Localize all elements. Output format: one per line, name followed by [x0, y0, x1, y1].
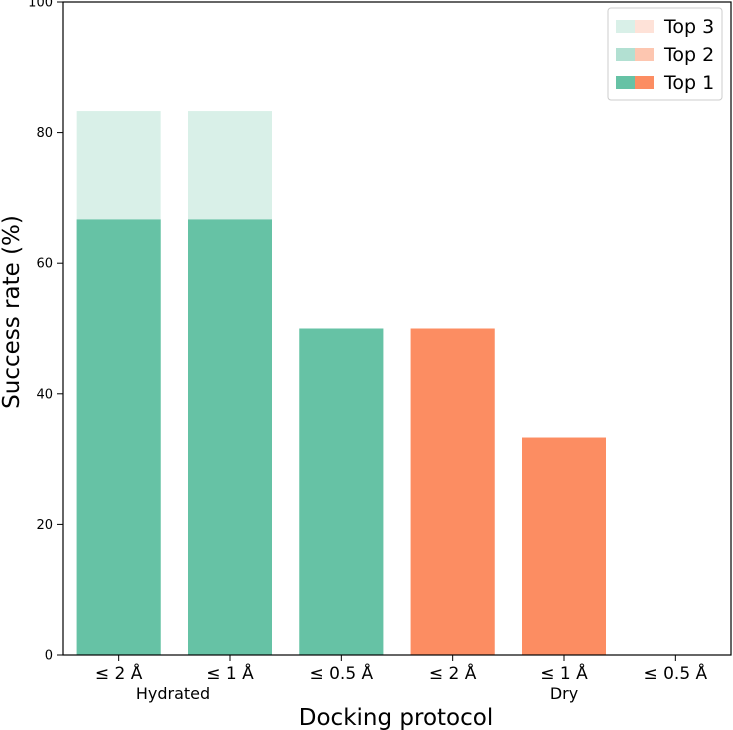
group-labels: Hydrated Dry	[136, 684, 578, 703]
bar-top1-3	[410, 328, 495, 655]
x-axis-title: Docking protocol	[299, 705, 493, 730]
group-label-hydrated: Hydrated	[136, 684, 210, 703]
x-ticks: ≤ 2 Å ≤ 1 Å ≤ 0.5 Å ≤ 2 Å ≤ 1 Å ≤ 0.5 Å	[95, 655, 708, 684]
x-tick-label: ≤ 2 Å	[429, 662, 477, 684]
x-tick-label: ≤ 2 Å	[95, 662, 143, 684]
legend-label: Top 1	[663, 72, 714, 94]
y-tick-label: 60	[36, 257, 53, 272]
y-tick-label: 20	[36, 518, 53, 533]
legend-swatch-hydrated	[616, 76, 635, 89]
y-tick-label: 80	[36, 126, 53, 141]
bar-top1-0	[76, 219, 161, 655]
legend-swatch-hydrated	[616, 48, 635, 61]
y-ticks: 0 20 40 60 80 100	[28, 0, 63, 664]
bar-top1-4	[522, 437, 606, 655]
x-tick-label: ≤ 1 Å	[206, 662, 254, 684]
x-tick-label: ≤ 0.5 Å	[643, 662, 707, 684]
y-tick-label: 40	[36, 387, 53, 402]
x-tick-label: ≤ 0.5 Å	[309, 662, 373, 684]
legend-swatch-dry	[635, 76, 654, 89]
bars-layer	[76, 111, 606, 655]
plot-frame	[62, 1, 732, 656]
y-axis-title: Success rate (%)	[0, 215, 25, 409]
legend-label: Top 2	[663, 44, 714, 66]
legend: Top 3 Top 2 Top 1	[607, 7, 723, 101]
legend-swatch-dry	[635, 20, 654, 33]
bar-top1-2	[299, 328, 384, 655]
legend-swatch-hydrated	[616, 20, 635, 33]
legend-label: Top 3	[663, 16, 714, 38]
axes-layer	[62, 1, 732, 656]
bar-top1-1	[188, 219, 272, 655]
group-label-dry: Dry	[550, 684, 578, 703]
x-tick-label: ≤ 1 Å	[540, 662, 588, 684]
y-tick-label: 100	[28, 0, 53, 11]
y-tick-label: 0	[45, 649, 53, 664]
legend-swatch-dry	[635, 48, 654, 61]
